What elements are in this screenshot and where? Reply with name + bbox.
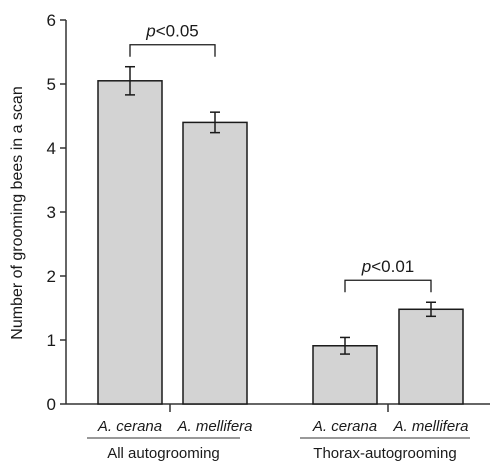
bar bbox=[97, 80, 163, 405]
significance-bracket bbox=[129, 44, 216, 57]
y-tick-label: 0 bbox=[47, 395, 56, 414]
significance-bracket bbox=[344, 279, 432, 293]
group-label: Thorax-autogrooming bbox=[313, 445, 456, 462]
y-tick-label: 5 bbox=[47, 75, 56, 94]
category-label: A. cerana bbox=[312, 418, 377, 435]
category-label: A. mellifera bbox=[176, 418, 252, 435]
y-tick-label: 1 bbox=[47, 331, 56, 350]
significance-label: p<0.01 bbox=[361, 257, 414, 276]
y-tick-label: 6 bbox=[47, 11, 56, 30]
significance-label: p<0.05 bbox=[145, 22, 198, 41]
y-axis-label: Number of grooming bees in a scan bbox=[9, 86, 26, 339]
category-label: A. cerana bbox=[97, 418, 162, 435]
bar bbox=[398, 308, 464, 405]
y-tick-label: 3 bbox=[47, 203, 56, 222]
bar bbox=[182, 121, 248, 405]
group-label: All autogrooming bbox=[107, 445, 220, 462]
category-label: A. mellifera bbox=[392, 418, 468, 435]
y-tick-label: 4 bbox=[47, 139, 56, 158]
y-tick-label: 2 bbox=[47, 267, 56, 286]
